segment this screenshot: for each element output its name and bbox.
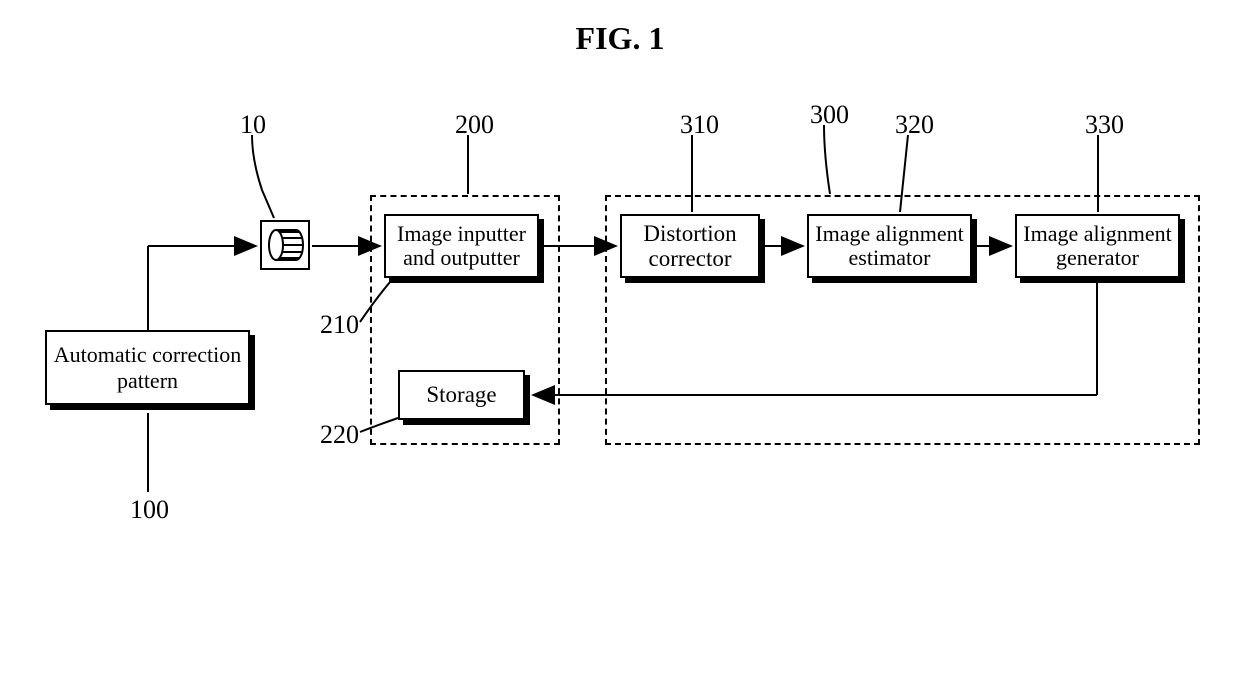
pattern-box: Automatic correction pattern — [45, 330, 250, 405]
ref-220: 220 — [320, 420, 359, 450]
inputter-box: Image inputter and outputter — [384, 214, 539, 278]
ref-310: 310 — [680, 110, 719, 140]
ref-100: 100 — [130, 495, 169, 525]
ref-320: 320 — [895, 110, 934, 140]
ref-10: 10 — [240, 110, 266, 140]
ref-330: 330 — [1085, 110, 1124, 140]
distortion-box: Distortion corrector — [620, 214, 760, 278]
ref-300: 300 — [810, 100, 849, 130]
ref-200: 200 — [455, 110, 494, 140]
figure-title: FIG. 1 — [0, 20, 1240, 57]
storage-box: Storage — [398, 370, 525, 420]
ref-210: 210 — [320, 310, 359, 340]
estimator-box: Image alignment estimator — [807, 214, 972, 278]
camera-box — [260, 220, 310, 270]
generator-box: Image alignment generator — [1015, 214, 1180, 278]
